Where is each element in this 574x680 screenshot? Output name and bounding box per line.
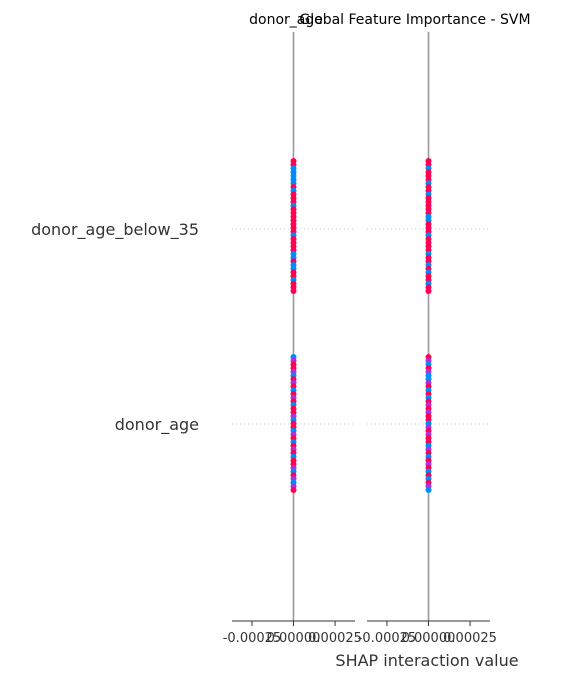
panel-title-right: Global Feature Importance - SVM — [299, 12, 530, 28]
x-tick-label: -0.00025 — [358, 631, 416, 646]
data-point — [290, 288, 297, 294]
feature-label: donor_age_below_35 — [31, 220, 199, 240]
data-point — [425, 288, 432, 294]
data-point — [290, 487, 297, 493]
x-tick-label: -0.00025 — [223, 631, 281, 646]
x-tick-label: 0.00025 — [308, 631, 362, 646]
feature-label: donor_age — [115, 415, 199, 435]
x-tick-label: 0.00025 — [443, 631, 497, 646]
data-point — [425, 487, 432, 493]
x-tick-label: 0.00000 — [402, 631, 456, 646]
panel-title-left: donor_age — [249, 12, 323, 28]
x-tick-label: 0.00000 — [267, 631, 321, 646]
x-axis-label: SHAP interaction value — [335, 651, 518, 670]
